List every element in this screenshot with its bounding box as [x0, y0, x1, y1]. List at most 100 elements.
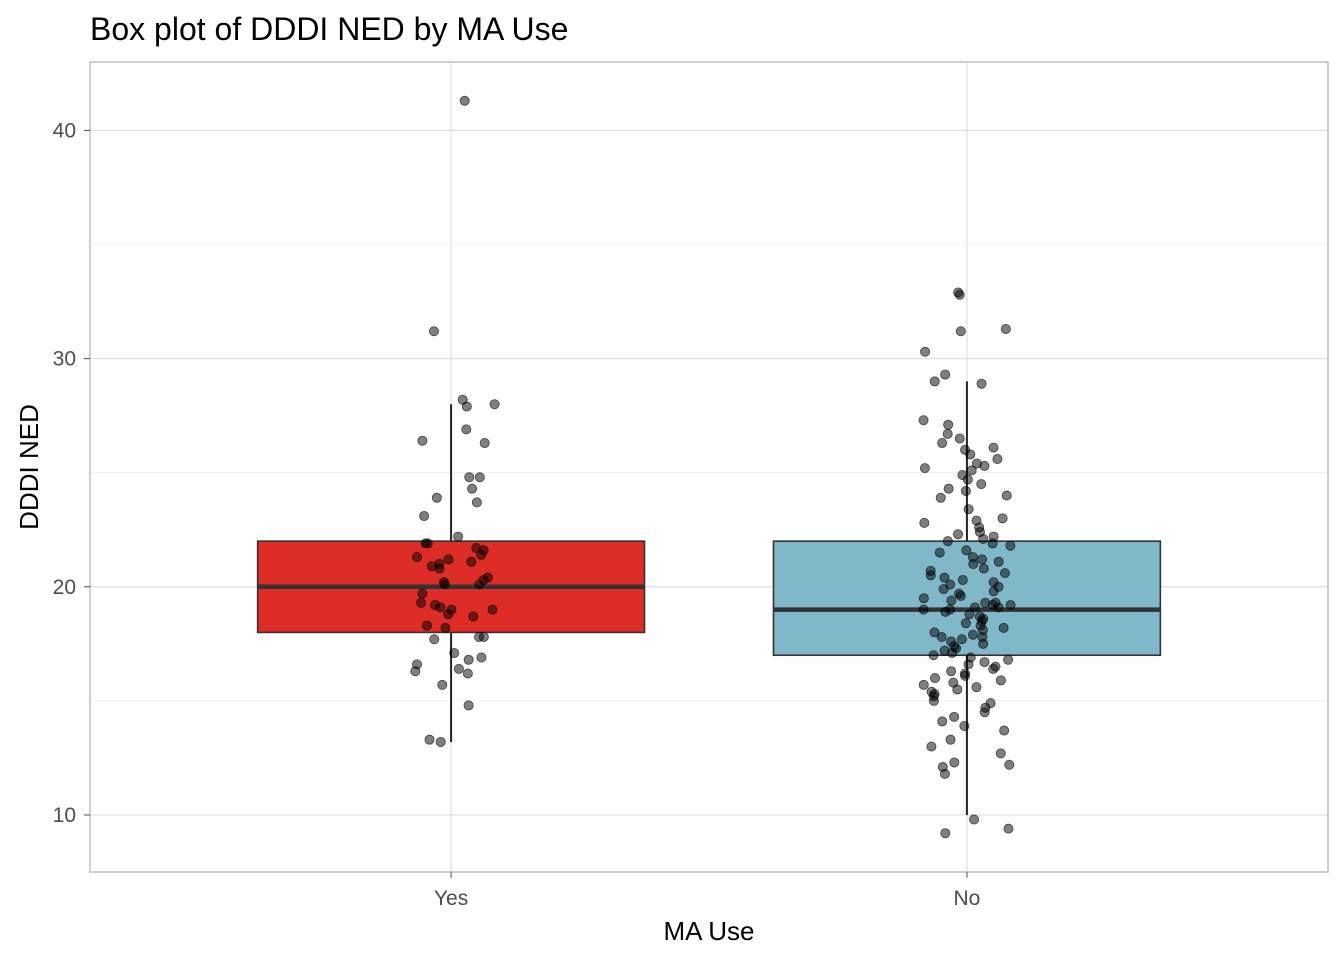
data-point	[949, 757, 960, 768]
data-point	[431, 492, 442, 503]
data-point	[929, 673, 940, 684]
data-point	[969, 602, 980, 613]
y-tick-label: 10	[53, 804, 76, 827]
data-point	[943, 483, 954, 494]
data-point	[919, 517, 930, 528]
data-point	[988, 442, 999, 453]
data-point	[937, 438, 948, 449]
data-point	[963, 659, 974, 670]
data-point	[424, 734, 435, 745]
data-point	[979, 707, 990, 718]
data-point	[428, 326, 439, 337]
data-point	[947, 647, 958, 658]
box-iqr	[772, 540, 1162, 657]
data-point	[953, 529, 964, 540]
data-point	[918, 593, 929, 604]
data-point	[988, 663, 999, 674]
data-point	[926, 741, 937, 752]
data-point	[925, 570, 936, 581]
data-point	[435, 602, 446, 613]
data-point	[459, 95, 470, 106]
data-point	[421, 620, 432, 631]
data-point	[420, 538, 431, 549]
data-point	[435, 736, 446, 747]
data-point	[466, 556, 477, 567]
data-point	[416, 597, 427, 608]
data-point	[476, 549, 487, 560]
data-point	[942, 428, 953, 439]
data-point	[1003, 654, 1014, 665]
data-point	[979, 657, 990, 668]
data-point	[957, 574, 968, 585]
data-point	[417, 588, 428, 599]
data-point	[449, 647, 460, 658]
data-point	[474, 631, 485, 642]
data-point	[464, 472, 475, 483]
data-point	[443, 609, 454, 620]
data-point	[945, 734, 956, 745]
data-point	[479, 438, 490, 449]
data-point	[988, 586, 999, 597]
data-point	[955, 326, 966, 337]
box-no	[772, 381, 1162, 815]
data-point	[918, 604, 929, 615]
data-point	[462, 668, 473, 679]
data-point	[937, 716, 948, 727]
data-point	[960, 670, 971, 681]
data-point	[439, 579, 450, 590]
data-point	[992, 454, 1003, 465]
data-point	[936, 631, 947, 642]
data-point	[468, 611, 479, 622]
data-point	[999, 568, 1010, 579]
data-point	[467, 483, 478, 494]
data-point	[920, 346, 931, 357]
data-point	[471, 497, 482, 508]
x-tick-label: Yes	[434, 887, 468, 910]
data-point	[995, 675, 1006, 686]
data-point	[976, 378, 987, 389]
data-point	[960, 485, 971, 496]
data-point	[997, 513, 1008, 524]
x-axis-title: MA Use	[663, 916, 754, 946]
data-point	[487, 604, 498, 615]
data-point	[940, 606, 951, 617]
data-point	[954, 289, 965, 300]
data-point	[965, 449, 976, 460]
data-point	[954, 433, 965, 444]
data-point	[461, 401, 472, 412]
y-tick-label: 30	[53, 348, 76, 371]
data-point	[440, 622, 451, 633]
data-point	[476, 652, 487, 663]
data-point	[960, 618, 971, 629]
y-axis: 10 20 30 40	[53, 119, 90, 827]
data-point	[434, 563, 445, 574]
data-point	[978, 638, 989, 649]
jitter-points	[410, 95, 1016, 839]
data-point	[940, 369, 951, 380]
data-point	[934, 547, 945, 558]
data-point	[919, 463, 930, 474]
data-point	[938, 584, 949, 595]
y-tick-label: 20	[53, 576, 76, 599]
data-point	[946, 666, 957, 677]
data-point	[939, 768, 950, 779]
data-point	[1000, 323, 1011, 334]
y-tick-label: 40	[53, 119, 76, 142]
data-point	[940, 828, 951, 839]
x-tick-label: No	[953, 887, 980, 910]
data-point	[412, 552, 423, 563]
data-point	[987, 538, 998, 549]
data-point	[437, 679, 448, 690]
data-point	[962, 474, 973, 485]
data-point	[410, 666, 421, 677]
data-point	[453, 663, 464, 674]
data-point	[961, 545, 972, 556]
data-point	[929, 627, 940, 638]
data-point	[998, 622, 1009, 633]
data-point	[999, 725, 1010, 736]
data-point	[463, 700, 474, 711]
data-point	[978, 533, 989, 544]
chart-title: Box plot of DDDI NED by MA Use	[90, 11, 568, 47]
